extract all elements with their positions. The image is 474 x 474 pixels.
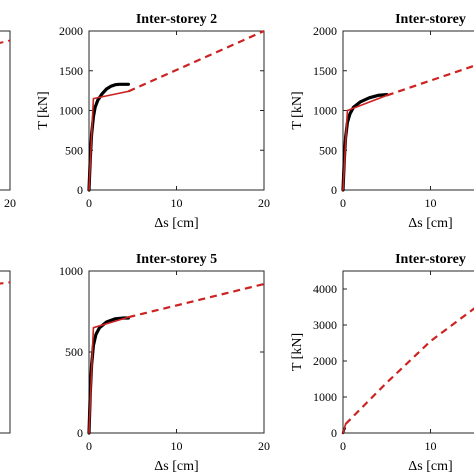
- subplot-4: [0, 270, 11, 434]
- subplot-6: 0 10 0 1000 2000 3000 4000 Inter-storey Δs [cm] T…: [290, 252, 474, 474]
- y-tick-label: 1000: [59, 264, 83, 278]
- series-solid-line: [88, 90, 130, 191]
- plot-area: [0, 30, 11, 191]
- x-tick-label: 20: [258, 439, 270, 453]
- subplot-title: Inter-storey 2: [136, 12, 217, 27]
- x-tick-label: 0: [86, 439, 92, 453]
- subplot-1: 20: [0, 30, 16, 210]
- y-tick-label: 0: [77, 183, 83, 197]
- plot-area: [88, 270, 265, 434]
- y-tick-label: 2000: [313, 354, 337, 368]
- series-solid-line: [342, 423, 347, 434]
- x-tick-label: 20: [4, 196, 16, 210]
- x-tick-label: 0: [340, 196, 346, 210]
- x-tick-label: 10: [171, 439, 183, 453]
- subplot-3: 0 10 0 500 1000 1500 2000 Inter-storey Δs [cm] T …: [290, 12, 474, 231]
- y-tick-label: 0: [331, 183, 337, 197]
- y-tick-label: 3000: [313, 318, 337, 332]
- x-tick-label: 10: [171, 196, 183, 210]
- plot-area: [0, 270, 11, 434]
- series-dashed-line: [386, 64, 474, 97]
- subplot-title: Inter-storey 5: [136, 252, 217, 267]
- y-tick-label: 1500: [313, 64, 337, 78]
- x-tick-label: 0: [86, 196, 92, 210]
- y-tick-label: 500: [319, 143, 337, 157]
- series-dashed-line: [344, 307, 474, 425]
- y-axis-label: T [kN]: [290, 333, 305, 371]
- y-axis-label: T [kN]: [36, 91, 51, 129]
- subplot-title: Inter-storey: [395, 252, 466, 267]
- y-tick-label: 4000: [313, 282, 337, 296]
- series-dashed-line: [0, 281, 11, 285]
- y-tick-label: 1500: [59, 64, 83, 78]
- x-axis-label: Δs [cm]: [154, 459, 198, 474]
- plot-area: [342, 270, 474, 434]
- subplot-title: Inter-storey: [395, 12, 466, 27]
- y-tick-label: 0: [331, 426, 337, 440]
- plot-area: [88, 30, 265, 191]
- x-axis-label: Δs [cm]: [408, 216, 452, 231]
- y-tick-label: 2000: [313, 24, 337, 38]
- y-tick-label: 1000: [59, 104, 83, 118]
- x-tick-label: 20: [258, 196, 270, 210]
- series-solid-line: [342, 94, 388, 191]
- x-axis-label: Δs [cm]: [154, 216, 198, 231]
- y-tick-label: 500: [65, 345, 83, 359]
- plot-area: [342, 30, 474, 191]
- subplot-2: 0 10 20 0 500 1000 1500 2000 Inter-storey 2 Δs [c…: [36, 12, 270, 231]
- x-tick-label: 10: [425, 439, 437, 453]
- x-axis-label: Δs [cm]: [408, 459, 452, 474]
- x-tick-label: 0: [340, 439, 346, 453]
- series-solid-line: [88, 316, 130, 434]
- y-tick-label: 1000: [313, 390, 337, 404]
- y-axis-label: T [kN]: [290, 91, 305, 129]
- y-tick-label: 500: [65, 143, 83, 157]
- subplot-5: 0 10 20 0 500 1000 Inter-storey 5 Δs [cm]: [59, 252, 270, 474]
- x-tick-label: 10: [425, 196, 437, 210]
- series-dashed-line: [0, 39, 11, 44]
- y-tick-label: 2000: [59, 24, 83, 38]
- y-tick-label: 1000: [313, 104, 337, 118]
- y-tick-label: 0: [77, 426, 83, 440]
- series-dashed-line: [127, 29, 265, 93]
